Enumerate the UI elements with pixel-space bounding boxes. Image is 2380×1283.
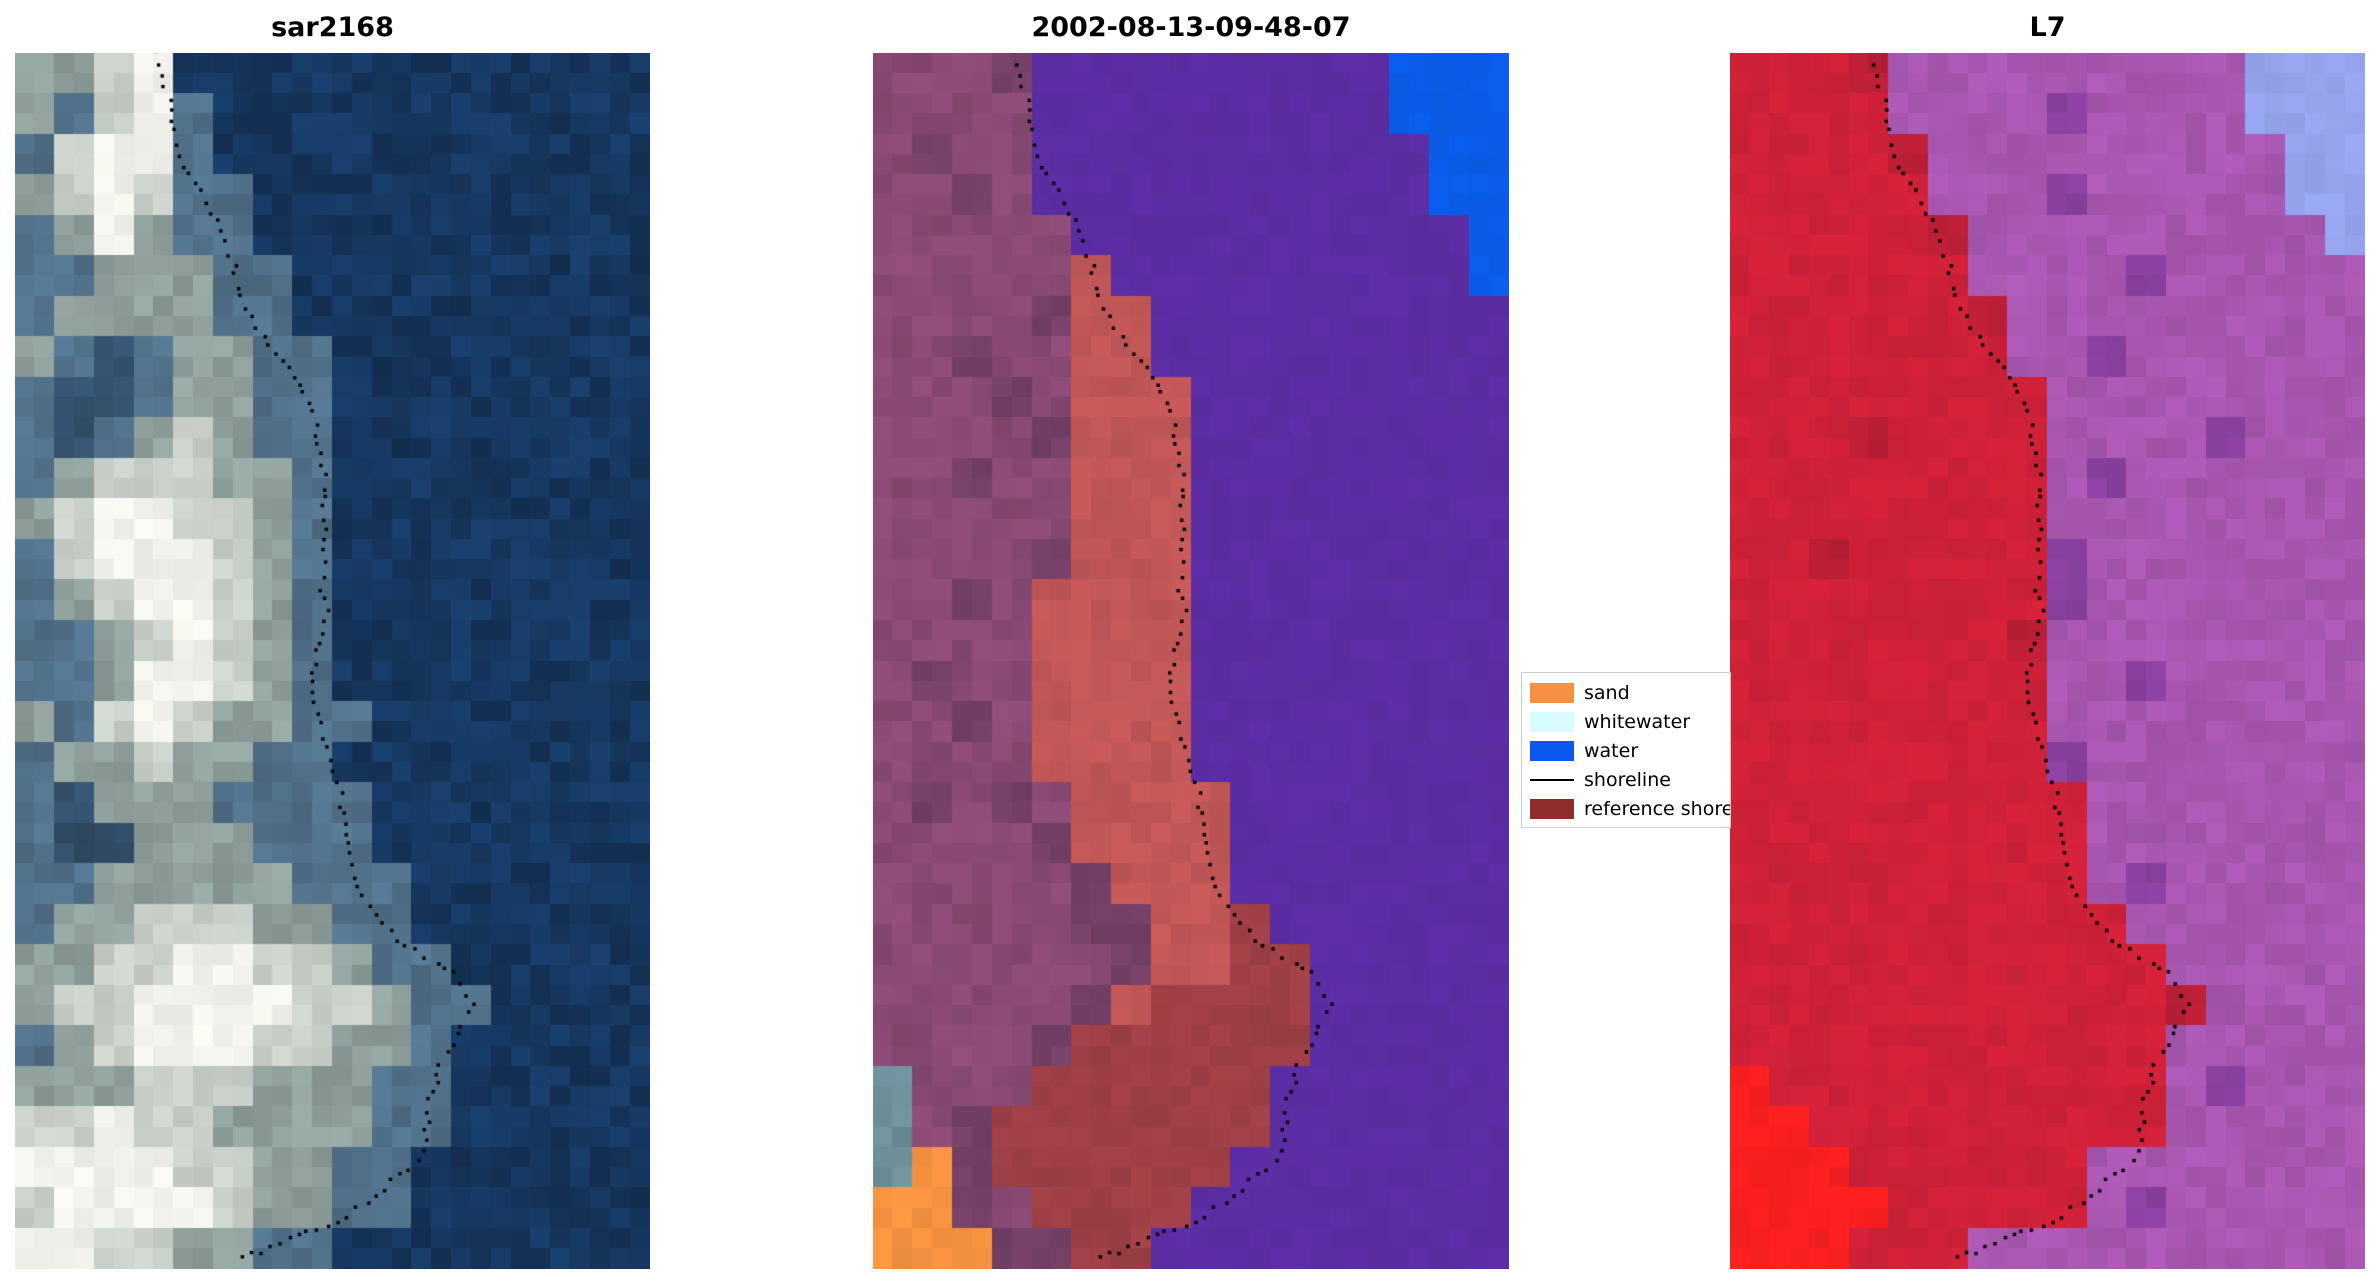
legend: sand whitewater water shoreline referenc… bbox=[1521, 672, 1731, 828]
legend-item-shoreline: shoreline bbox=[1530, 765, 1730, 794]
legend-label-water: water bbox=[1584, 739, 1639, 762]
legend-item-whitewater: whitewater bbox=[1530, 707, 1730, 736]
legend-item-sand: sand bbox=[1530, 678, 1730, 707]
sar-image-panel bbox=[15, 53, 650, 1269]
panel-title-classification: 2002-08-13-09-48-07 bbox=[1031, 12, 1351, 43]
reference-shoreline-color-swatch bbox=[1530, 798, 1574, 819]
landsat-image-panel bbox=[1730, 53, 2365, 1269]
panel-title-sar: sar2168 bbox=[271, 12, 394, 43]
legend-label-sand: sand bbox=[1584, 681, 1630, 704]
shoreline-line-swatch bbox=[1530, 770, 1574, 790]
classification-image-panel bbox=[873, 53, 1509, 1269]
legend-label-reference-shoreline: reference shoreline bbox=[1584, 797, 1730, 820]
water-color-swatch bbox=[1530, 740, 1574, 761]
legend-item-reference-shoreline: reference shoreline bbox=[1530, 794, 1730, 823]
panel-title-landsat: L7 bbox=[2029, 12, 2066, 43]
sand-color-swatch bbox=[1530, 682, 1574, 703]
legend-label-whitewater: whitewater bbox=[1584, 710, 1691, 733]
legend-label-shoreline: shoreline bbox=[1584, 768, 1671, 791]
whitewater-color-swatch bbox=[1530, 711, 1574, 732]
legend-item-water: water bbox=[1530, 736, 1730, 765]
shoreline-legend-line bbox=[1530, 778, 1574, 781]
